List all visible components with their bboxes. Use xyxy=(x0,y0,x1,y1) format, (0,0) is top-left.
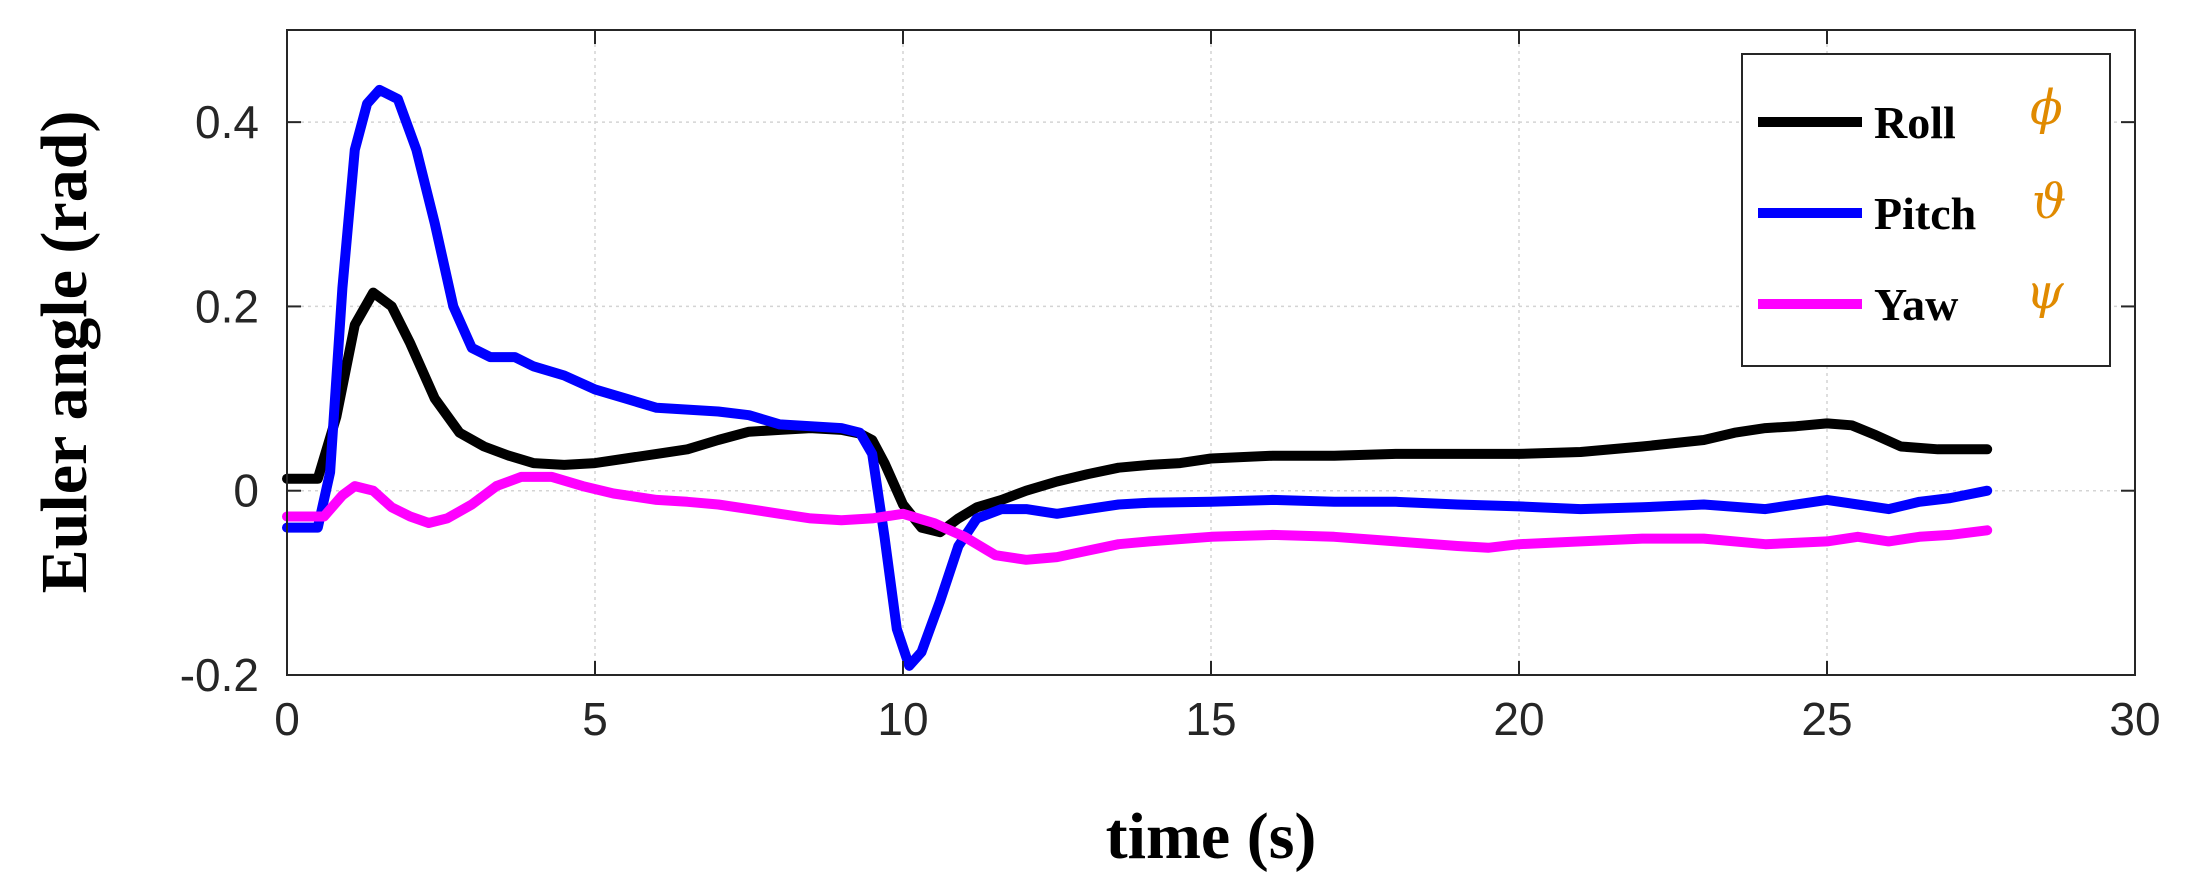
legend-symbol-pitch: ϑ xyxy=(2032,174,2066,230)
x-tick-label: 20 xyxy=(1493,693,1544,745)
legend-entry-pitch: Pitch ϑ xyxy=(1758,174,2066,239)
x-tick-label: 5 xyxy=(582,693,608,745)
legend-symbol-roll: ϕ xyxy=(2030,80,2063,136)
legend-label-yaw: Yaw xyxy=(1874,279,1958,330)
series-line-yaw xyxy=(282,471,1993,565)
y-axis-title: Euler angle (rad) xyxy=(28,111,101,594)
x-tick-label: 15 xyxy=(1185,693,1236,745)
y-tick-label: 0.2 xyxy=(195,280,259,332)
legend-symbol-yaw: ψ xyxy=(2026,264,2065,320)
y-tick-label: 0 xyxy=(233,465,259,517)
series-line-pitch xyxy=(282,84,1993,671)
series-layer xyxy=(282,84,1993,671)
x-axis-title: time (s) xyxy=(1106,800,1317,873)
legend-label-pitch: Pitch xyxy=(1874,188,1976,239)
series-line-roll xyxy=(282,287,1993,538)
legend-entry-roll: Roll ϕ xyxy=(1758,80,2063,148)
legend-label-roll: Roll xyxy=(1874,97,1956,148)
legend: Roll ϕ Pitch ϑ Yaw ψ xyxy=(1741,53,2111,367)
tick-labels: 0 5 10 15 20 25 30 -0.2 0 0.2 0.4 xyxy=(180,30,2161,745)
legend-entry-yaw: Yaw ψ xyxy=(1758,264,2065,330)
x-tick-label: 30 xyxy=(2109,693,2160,745)
y-tick-label: 0.4 xyxy=(195,96,259,148)
x-tick-label: 10 xyxy=(877,693,928,745)
x-tick-label: 25 xyxy=(1801,693,1852,745)
x-tick-label: 0 xyxy=(274,693,300,745)
y-tick-label: -0.2 xyxy=(180,649,259,701)
